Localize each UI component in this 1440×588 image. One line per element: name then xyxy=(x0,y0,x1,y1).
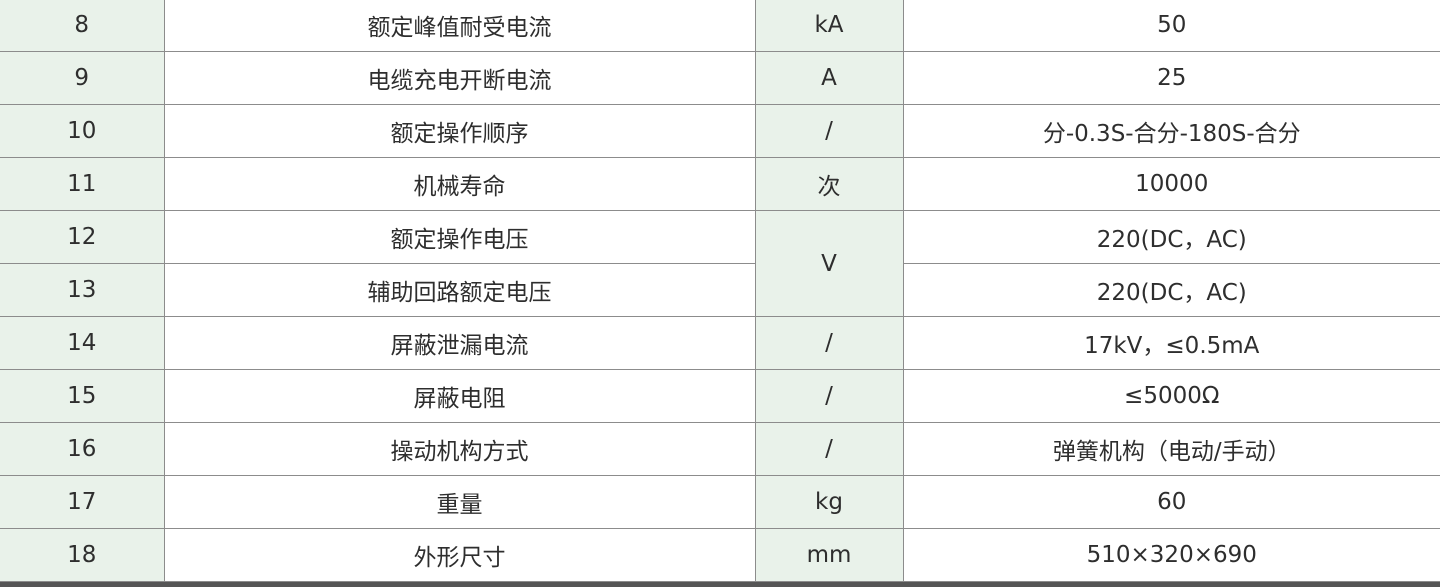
parameter-name: 额定峰值耐受电流 xyxy=(163,0,756,52)
parameter-value: 510×320×690 xyxy=(902,528,1440,582)
parameter-name: 屏蔽泄漏电流 xyxy=(163,316,756,370)
parameter-value: 弹簧机构（电动/手动） xyxy=(902,422,1440,476)
table-row: 11 机械寿命次 10000 xyxy=(0,157,1440,211)
row-number: 8 xyxy=(0,0,165,52)
row-number: 12 xyxy=(0,210,165,264)
table-row: 14 屏蔽泄漏电流/17kV，≤0.5mA xyxy=(0,316,1440,370)
parameter-value: 50 xyxy=(902,0,1440,52)
parameter-value: ≤5000Ω xyxy=(902,369,1440,423)
parameter-value: 分-0.3S-合分-180S-合分 xyxy=(902,104,1440,158)
row-number: 10 xyxy=(0,104,165,158)
row-number: 15 xyxy=(0,369,165,423)
parameter-value: 10000 xyxy=(902,157,1440,211)
unit: 次 xyxy=(754,157,904,211)
parameter-name: 额定操作顺序 xyxy=(163,104,756,158)
table-row: 13 辅助回路额定电压 220(DC，AC) xyxy=(0,263,1440,317)
unit: / xyxy=(754,316,904,370)
parameter-name: 机械寿命 xyxy=(163,157,756,211)
row-number: 18 xyxy=(0,528,165,582)
parameter-value: 25 xyxy=(902,51,1440,105)
unit: / xyxy=(754,369,904,423)
parameter-value: 220(DC，AC) xyxy=(902,210,1440,264)
parameter-value: 220(DC，AC) xyxy=(902,263,1440,317)
unit: / xyxy=(754,422,904,476)
parameter-name: 屏蔽电阻 xyxy=(163,369,756,423)
parameter-name: 辅助回路额定电压 xyxy=(163,263,756,317)
table-row: 12 额定操作电压 V 220(DC，AC) xyxy=(0,210,1440,317)
unit: A xyxy=(754,51,904,105)
table-row: 17 重量 kg 60 xyxy=(0,475,1440,529)
unit: kg xyxy=(754,475,904,529)
table-row: 15 屏蔽电阻 / ≤5000Ω xyxy=(0,369,1440,423)
row-number: 16 xyxy=(0,422,165,476)
parameter-name: 重量 xyxy=(163,475,756,529)
row-number: 17 xyxy=(0,475,165,529)
unit: / xyxy=(754,104,904,158)
parameter-name: 额定操作电压 xyxy=(163,210,756,264)
parameter-value: 17kV，≤0.5mA xyxy=(902,316,1440,370)
row-number: 9 xyxy=(0,51,165,105)
unit: kA xyxy=(754,0,904,52)
parameter-name: 操动机构方式 xyxy=(163,422,756,476)
row-number: 14 xyxy=(0,316,165,370)
unit: mm xyxy=(754,528,904,582)
table-row: 18 外形尺寸 mm 510×320×690 xyxy=(0,528,1440,582)
parameter-value: 60 xyxy=(902,475,1440,529)
table-row: 10 额定操作顺序 / 分-0.3S-合分-180S-合分 xyxy=(0,104,1440,158)
unit: V xyxy=(754,210,904,317)
parameter-name: 外形尺寸 xyxy=(163,528,756,582)
table-bottom-rule xyxy=(0,582,1440,587)
row-number: 13 xyxy=(0,263,165,317)
row-number: 11 xyxy=(0,157,165,211)
table-row: 16 操动机构方式 / 弹簧机构（电动/手动） xyxy=(0,422,1440,476)
table-row: 9 电缆充电开断电流 A 25 xyxy=(0,51,1440,105)
parameter-name: 电缆充电开断电流 xyxy=(163,51,756,105)
table-row: 8 额定峰值耐受电流 kA 50 xyxy=(0,0,1440,52)
